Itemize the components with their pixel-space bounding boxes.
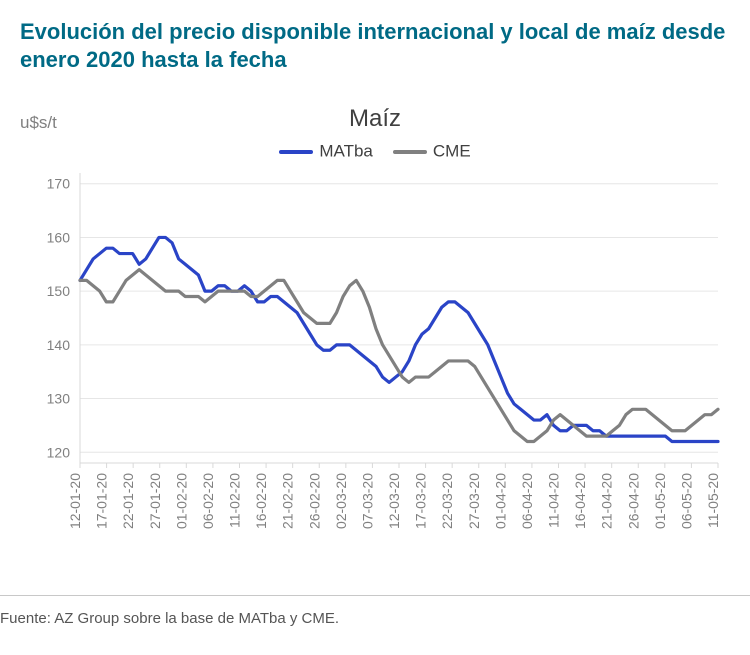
x-tick-label: 11-05-20 (705, 473, 721, 528)
x-tick-label: 06-02-20 (200, 473, 216, 529)
x-tick-label: 12-01-20 (67, 473, 83, 529)
chart-footer: Fuente: AZ Group sobre la base de MATba … (0, 595, 750, 627)
x-tick-label: 07-03-20 (359, 473, 375, 529)
x-tick-label: 17-03-20 (413, 473, 429, 529)
x-tick-label: 26-02-20 (306, 473, 322, 529)
y-tick-label: 170 (47, 176, 71, 192)
x-tick-label: 16-02-20 (253, 473, 269, 529)
x-tick-label: 12-03-20 (386, 473, 402, 529)
x-tick-label: 11-02-20 (227, 473, 243, 528)
y-tick-label: 140 (47, 337, 71, 353)
x-tick-label: 11-04-20 (546, 473, 562, 528)
x-tick-label: 27-01-20 (147, 473, 163, 529)
page-title: Evolución del precio disponible internac… (20, 18, 730, 73)
x-tick-label: 27-03-20 (466, 473, 482, 529)
y-tick-label: 120 (47, 444, 71, 460)
x-tick-label: 16-04-20 (572, 473, 588, 529)
x-tick-label: 06-05-20 (678, 473, 694, 529)
x-tick-label: 21-04-20 (599, 473, 615, 529)
x-tick-label: 26-04-20 (625, 473, 641, 529)
x-tick-label: 01-04-20 (492, 473, 508, 529)
series-line-matba (80, 237, 718, 441)
x-tick-label: 06-04-20 (519, 473, 535, 529)
x-tick-label: 22-01-20 (120, 473, 136, 529)
y-tick-label: 160 (47, 229, 71, 245)
x-tick-label: 01-05-20 (652, 473, 668, 529)
x-tick-label: 01-02-20 (173, 473, 189, 529)
x-tick-label: 21-02-20 (280, 473, 296, 529)
y-tick-label: 150 (47, 283, 71, 299)
series-line-cme (80, 270, 718, 442)
x-tick-label: 02-03-20 (333, 473, 349, 529)
chart-svg: 120 130 140 150 160 170 12-01-20 17-01-20 22-01-… (20, 83, 730, 553)
x-tick-label: 17-01-20 (94, 473, 110, 529)
x-tick-label: 22-03-20 (439, 473, 455, 529)
chart-area: u$s/t Maíz MATbaCME 12013014015016017012… (20, 83, 730, 553)
y-tick-label: 130 (47, 391, 71, 407)
